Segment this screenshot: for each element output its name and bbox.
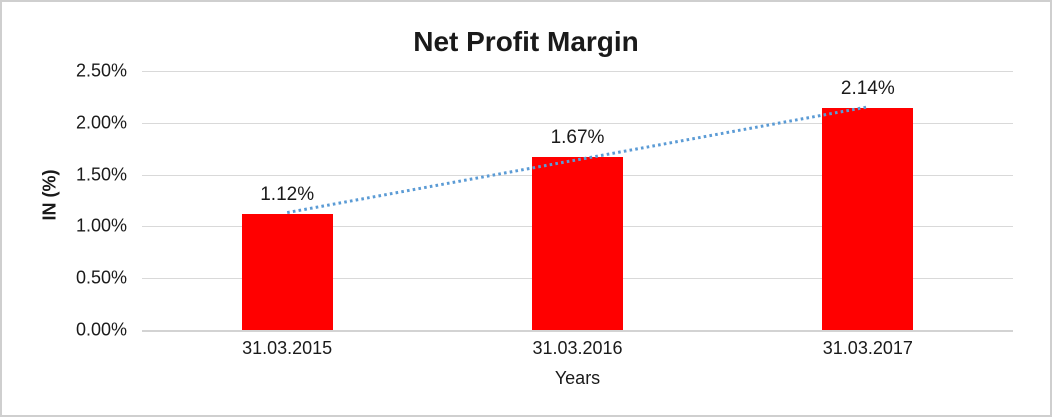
data-label: 1.12% [260, 183, 315, 205]
chart-title: Net Profit Margin [413, 26, 639, 57]
x-axis-title: Years [554, 368, 601, 388]
y-axis-labels: 0.00% 0.50% 1.00% 1.50% 2.00% 2.50% [2, 61, 127, 340]
y-tick-label: 2.00% [75, 112, 127, 133]
y-tick-label: 0.00% [75, 319, 127, 340]
data-label: 2.14% [840, 78, 895, 100]
x-tick-label: 31.03.2015 [242, 338, 333, 358]
y-tick-label: 0.50% [75, 267, 127, 288]
plot-area: 1.12% 1.67% 2.14% [142, 71, 1013, 330]
data-label: 1.67% [550, 126, 605, 148]
gridline [142, 122, 1013, 124]
x-tick-label: 31.03.2016 [532, 338, 623, 358]
y-tick-label: 1.50% [75, 164, 127, 185]
x-axis-labels: 31.03.2015 31.03.2016 31.03.2017 [142, 338, 1013, 362]
x-tick-label: 31.03.2017 [822, 338, 913, 358]
y-tick-label: 1.00% [75, 215, 127, 236]
bar-31.03.2015 [241, 213, 333, 330]
y-tick-label: 2.50% [75, 60, 127, 81]
bar-31.03.2016 [532, 157, 623, 330]
x-axis-line [142, 330, 1013, 332]
trendline [286, 105, 869, 215]
bar-31.03.2017 [822, 108, 914, 330]
gridline [142, 71, 1013, 72]
